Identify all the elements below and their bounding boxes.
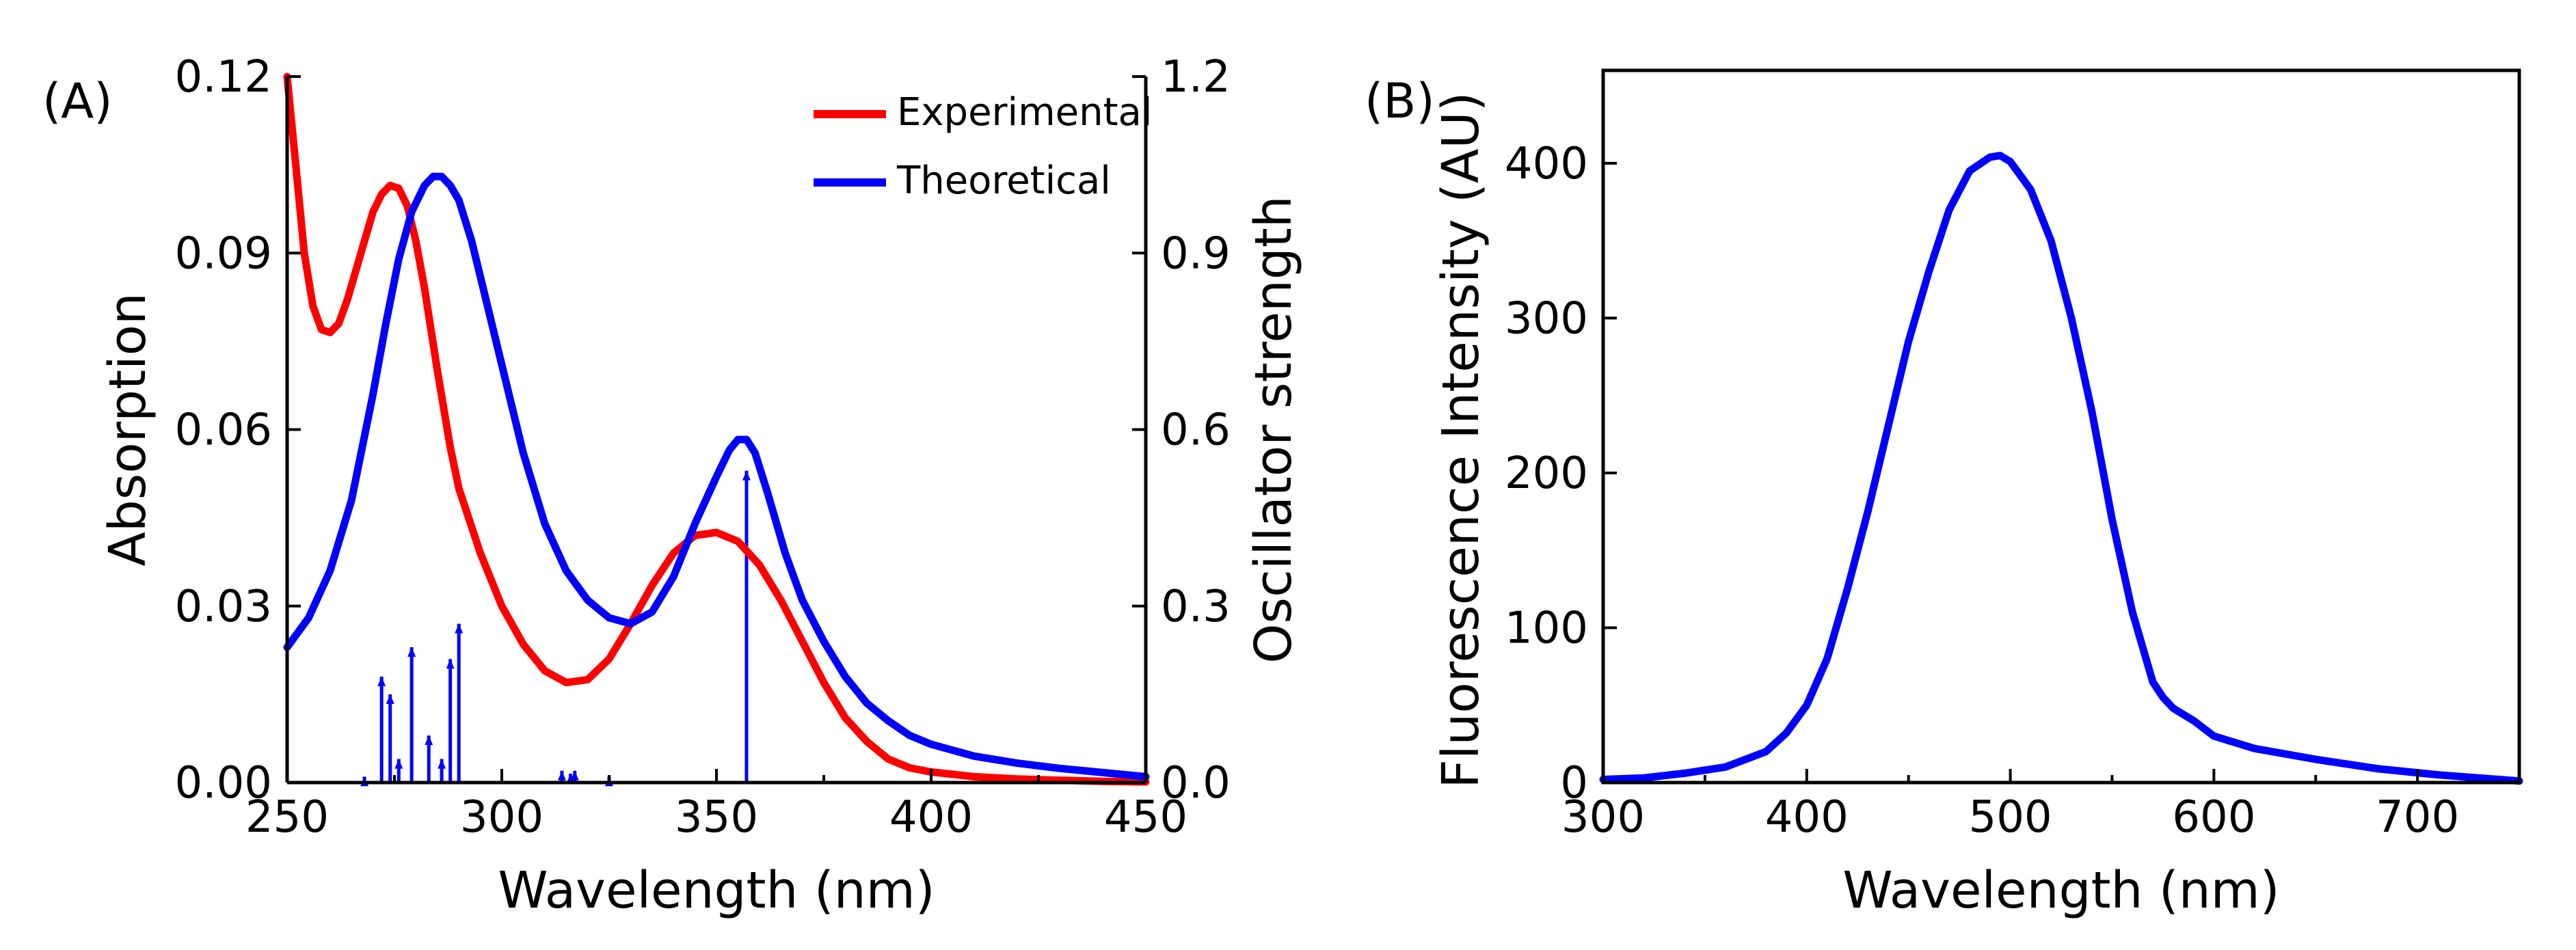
x-tick-label: 500 xyxy=(1968,792,2052,843)
y-tick-label: 0.03 xyxy=(175,582,273,632)
x-tick-label: 700 xyxy=(2376,792,2459,843)
y2-tick-label: 1.2 xyxy=(1161,52,1231,103)
oscillator-stick-arrow xyxy=(455,623,464,634)
x-axis-title: Wavelength (nm) xyxy=(1842,861,2279,920)
series-fluorescence-line xyxy=(1599,152,2523,785)
y2-tick-label: 0.3 xyxy=(1161,582,1231,632)
oscillator-stick-arrow xyxy=(742,470,751,480)
oscillator-stick-arrow xyxy=(446,659,455,669)
legend-label-experimental: Experimental xyxy=(897,90,1152,135)
legend-label-theoretical: Theoretical xyxy=(896,159,1111,203)
oscillator-stick-arrow xyxy=(570,770,579,781)
x-tick-label: 300 xyxy=(1561,792,1645,843)
x-axis-title: Wavelength (nm) xyxy=(498,861,935,920)
oscillator-stick-arrow xyxy=(425,735,433,746)
panel-b: (B) 300 400 500 600 700 0 100 200 300 400 Wavelengt… xyxy=(1365,68,2523,920)
legend: Experimental Theoretical xyxy=(814,90,1152,203)
oscillator-stick-arrow xyxy=(407,647,416,657)
oscillator-stick-arrow xyxy=(438,759,446,769)
x-tick-label: 400 xyxy=(889,792,973,843)
y-axis-title: Absorption xyxy=(98,293,157,567)
y-tick-label: 400 xyxy=(1505,139,1588,189)
x-tick-label: 400 xyxy=(1765,792,1849,843)
y-tick-label: 0.00 xyxy=(175,758,273,809)
y2-tick-label: 0.0 xyxy=(1161,758,1231,809)
oscillator-stick-arrow xyxy=(557,770,566,781)
x-tick-label: 600 xyxy=(2172,792,2255,843)
y-tick-label: 100 xyxy=(1505,603,1588,653)
y-tick-label: 300 xyxy=(1505,293,1588,344)
y2-axis-title: Oscillator strength xyxy=(1244,195,1303,663)
x-tick-label: 300 xyxy=(460,792,544,843)
panel-a: (A) 250 300 350 400 450 0.00 0.03 0.06 0.09 0.12 0.… xyxy=(42,52,1303,920)
oscillator-stick-arrow xyxy=(377,677,386,687)
oscillator-stick-arrow xyxy=(394,759,403,769)
y2-tick-label: 0.9 xyxy=(1161,228,1231,279)
oscillator-stick-arrow xyxy=(386,694,394,704)
series-theoretical-line xyxy=(283,172,1150,781)
y-tick-label: 200 xyxy=(1505,448,1588,499)
panel-b-label: (B) xyxy=(1365,73,1435,129)
x-tick-label: 350 xyxy=(675,792,758,843)
y2-tick-label: 0.6 xyxy=(1161,405,1231,456)
panel-a-label: (A) xyxy=(42,73,113,129)
x-tick-label: 250 xyxy=(245,792,329,843)
plot-frame xyxy=(1601,68,2521,785)
y-tick-label: 0.12 xyxy=(175,52,273,103)
y-tick-label: 0 xyxy=(1560,758,1588,809)
y-tick-label: 0.09 xyxy=(175,228,273,279)
x-tick-label: 450 xyxy=(1104,792,1188,843)
series-experimental-line xyxy=(283,72,1150,786)
y-tick-label: 0.06 xyxy=(175,405,273,456)
y-axis-title: Fluorescence Intensity (AU) xyxy=(1432,92,1490,788)
